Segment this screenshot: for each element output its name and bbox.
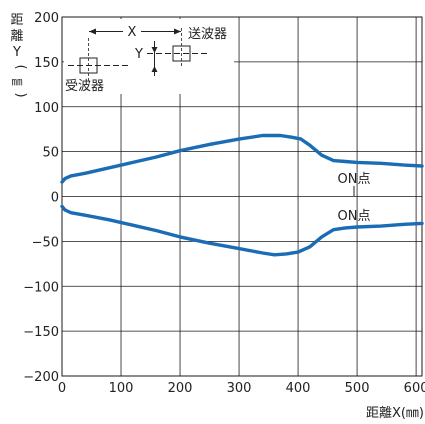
x-dimension-arrow-left xyxy=(89,28,96,35)
y-tick-label: −150 xyxy=(23,325,59,340)
y-dimension-arrow-top xyxy=(151,47,158,53)
curves xyxy=(60,133,424,257)
inset-x-label: X xyxy=(128,25,137,40)
transmitter-label: 送波器 xyxy=(188,27,227,42)
plot-frame xyxy=(61,16,423,377)
y-dimension-arrow-bottom xyxy=(151,66,158,72)
y-tick-label: −100 xyxy=(23,280,59,295)
x-tick-label: 300 xyxy=(227,381,252,396)
y-axis-label-char: 離 xyxy=(10,29,23,44)
y-axis-label-char: ㎜ xyxy=(12,75,23,88)
y-axis-label-char: ) xyxy=(13,92,28,97)
x-tick-label: 600 xyxy=(404,381,425,396)
y-tick-label: 50 xyxy=(42,146,59,161)
x-axis-label: 距離X(㎜) xyxy=(366,406,424,421)
y-tick-label: 200 xyxy=(34,11,59,26)
upper-detection-curve xyxy=(60,133,424,184)
x-tick-label: 400 xyxy=(286,381,311,396)
tick-labels: 0 100 200 300 400 500 600200150100500−50−100−1… xyxy=(23,11,425,396)
y-axis-label-char: Y xyxy=(12,45,21,60)
x-tick-label: 0 xyxy=(58,381,66,396)
lower-detection-curve xyxy=(60,204,424,257)
y-tick-label: 150 xyxy=(34,56,59,71)
y-axis-label-char: ( xyxy=(13,64,28,69)
y-tick-label: −200 xyxy=(23,370,59,385)
sensor-diagram-inset: X Y 送波器 受波器 xyxy=(64,19,234,94)
x-tick-label: 200 xyxy=(168,381,193,396)
y-tick-label: 100 xyxy=(34,101,59,116)
receiver-label: 受波器 xyxy=(65,79,104,94)
grid xyxy=(61,16,422,377)
inset-y-label: Y xyxy=(134,47,143,62)
y-axis-label-char: 距 xyxy=(10,13,23,28)
y-tick-label: 0 xyxy=(51,191,59,206)
x-dimension-arrow-right xyxy=(174,28,181,35)
y-axis-label: 距 離 Y ( ㎜ ) xyxy=(10,13,28,98)
x-tick-label: 500 xyxy=(345,381,370,396)
x-tick-label: 100 xyxy=(109,381,134,396)
y-tick-label: −50 xyxy=(32,235,59,250)
annotation-on-point-upper: ON点 xyxy=(338,172,371,187)
annotation-on-point-lower: ON点 xyxy=(338,209,371,224)
